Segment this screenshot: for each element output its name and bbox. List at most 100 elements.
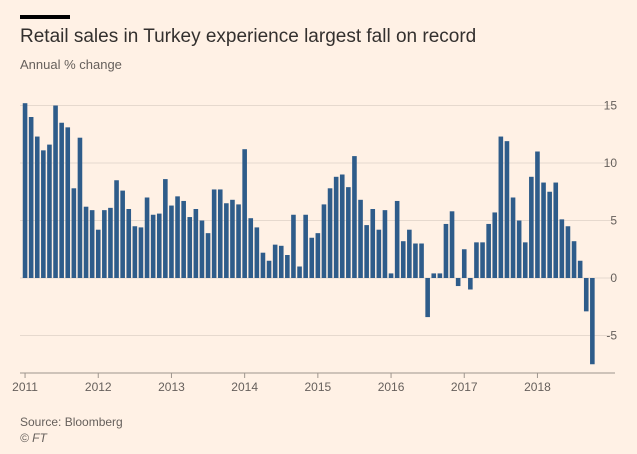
bar <box>108 207 113 278</box>
bar <box>150 214 156 278</box>
bar <box>327 188 333 278</box>
x-tick-label: 2016 <box>378 380 405 394</box>
bar <box>199 220 205 278</box>
bar <box>89 210 95 278</box>
bar <box>181 200 186 278</box>
bar <box>577 260 583 278</box>
bar <box>248 218 254 278</box>
x-tick-label: 2013 <box>158 380 185 394</box>
bar <box>504 141 510 278</box>
bar <box>53 105 58 278</box>
bar <box>407 229 412 278</box>
bar <box>230 199 235 278</box>
bar <box>41 150 46 278</box>
bar <box>71 188 77 278</box>
bar <box>163 179 168 278</box>
bar <box>59 122 64 278</box>
bar <box>437 273 443 278</box>
chart-subtitle: Annual % change <box>20 57 122 72</box>
bar <box>358 199 363 278</box>
bar <box>291 214 296 278</box>
bar <box>529 176 534 278</box>
x-tick-label: 2015 <box>304 380 331 394</box>
y-tick-label: 0 <box>610 271 617 285</box>
bar <box>364 225 369 278</box>
bar <box>156 213 162 278</box>
y-tick-label: -5 <box>606 329 617 343</box>
bar <box>217 189 223 278</box>
bar <box>205 233 211 278</box>
bar <box>224 203 229 278</box>
bar <box>413 243 418 278</box>
bar <box>285 255 290 278</box>
bar <box>254 227 260 278</box>
bar <box>34 136 40 278</box>
x-tick-label: 2018 <box>524 380 551 394</box>
bar <box>461 249 467 278</box>
bar <box>28 117 34 278</box>
bar <box>541 182 546 278</box>
bar <box>486 223 491 278</box>
bar <box>455 278 461 287</box>
bar <box>102 210 107 278</box>
bar <box>443 223 449 278</box>
bar <box>468 278 473 290</box>
bar <box>126 209 132 278</box>
bar <box>95 229 101 278</box>
bar <box>400 241 406 278</box>
bar <box>114 180 119 278</box>
y-tick-label: 5 <box>610 214 617 228</box>
bar <box>346 187 351 278</box>
bar <box>474 242 479 278</box>
bar <box>211 189 217 278</box>
bar <box>193 209 199 278</box>
bar <box>590 278 595 365</box>
bar <box>535 151 540 278</box>
bar <box>242 149 247 278</box>
bar <box>47 144 52 278</box>
x-tick-label: 2011 <box>12 380 38 394</box>
bar <box>339 174 345 278</box>
y-tick-label: 15 <box>604 99 618 113</box>
bar <box>583 278 589 312</box>
bar <box>22 103 28 278</box>
bar <box>431 273 437 278</box>
bar <box>553 182 559 278</box>
bar <box>516 220 522 278</box>
bar <box>321 204 327 278</box>
bar <box>449 211 455 278</box>
bar <box>547 191 552 278</box>
bar <box>419 243 424 278</box>
bar <box>77 137 83 278</box>
ft-top-rule <box>20 15 70 19</box>
bar <box>278 245 284 278</box>
bar <box>65 127 71 278</box>
bar <box>571 241 577 278</box>
bar <box>376 229 382 278</box>
bar <box>260 252 266 278</box>
bar <box>382 210 388 278</box>
bar <box>169 205 174 278</box>
bar <box>315 233 321 278</box>
bar <box>565 226 571 278</box>
bar <box>132 226 138 278</box>
x-tick-label: 2012 <box>85 380 112 394</box>
bar <box>138 227 144 278</box>
bar <box>394 200 400 278</box>
chart-title: Retail sales in Turkey experience larges… <box>20 26 477 47</box>
source-note: Source: Bloomberg <box>20 415 123 429</box>
bar <box>266 260 272 278</box>
bar <box>303 214 308 278</box>
bar <box>333 176 339 278</box>
bar <box>144 197 150 278</box>
bar <box>297 266 302 278</box>
bar <box>120 190 125 278</box>
y-tick-label: 10 <box>604 156 618 170</box>
bar <box>559 219 565 278</box>
bar <box>236 204 241 278</box>
x-tick-label: 2017 <box>451 380 478 394</box>
bar <box>187 217 193 278</box>
x-tick-label: 2014 <box>231 380 258 394</box>
bar <box>83 206 89 278</box>
bar <box>510 197 516 278</box>
